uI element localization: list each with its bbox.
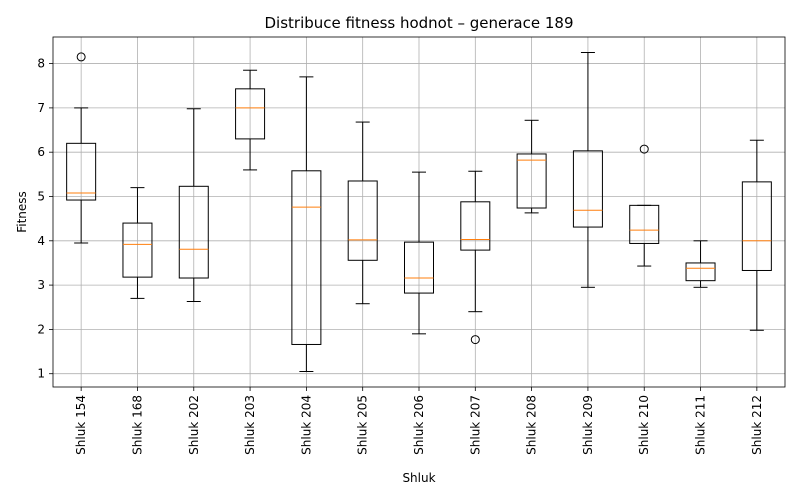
outlier-point bbox=[76, 52, 86, 62]
box bbox=[235, 88, 266, 140]
x-tick-label: Shluk 154 bbox=[74, 395, 88, 455]
box bbox=[629, 204, 660, 244]
y-tick-label: 3 bbox=[37, 278, 45, 292]
x-tick-label: Shluk 210 bbox=[637, 395, 651, 455]
x-tick-label: Shluk 209 bbox=[581, 395, 595, 455]
chart-title: Distribuce fitness hodnot – generace 189 bbox=[264, 14, 573, 32]
y-tick-label: 8 bbox=[37, 57, 45, 71]
box bbox=[291, 170, 322, 345]
x-tick-label: Shluk 207 bbox=[468, 395, 482, 455]
x-tick-label: Shluk 212 bbox=[750, 395, 764, 455]
box bbox=[178, 185, 209, 279]
box-layer bbox=[66, 52, 772, 372]
y-tick-label: 5 bbox=[37, 189, 45, 203]
box bbox=[516, 153, 547, 209]
x-tick-label: Shluk 203 bbox=[243, 395, 257, 455]
box-group bbox=[122, 187, 153, 299]
y-tick-label: 1 bbox=[37, 367, 45, 381]
y-tick-label: 4 bbox=[37, 234, 45, 248]
box bbox=[347, 180, 378, 261]
x-tick-label: Shluk 204 bbox=[299, 395, 313, 455]
box-group bbox=[572, 52, 603, 288]
box bbox=[122, 222, 153, 278]
y-axis-label: Fitness bbox=[15, 191, 29, 233]
box-group bbox=[404, 171, 434, 335]
box bbox=[741, 181, 772, 271]
box-group bbox=[629, 144, 660, 267]
box-group bbox=[178, 108, 209, 302]
box-group bbox=[347, 121, 378, 305]
box-group bbox=[235, 69, 266, 171]
box-group bbox=[741, 139, 772, 331]
x-tick-label: Shluk 208 bbox=[525, 395, 539, 455]
box-group bbox=[685, 240, 716, 288]
box-group bbox=[516, 119, 547, 214]
box-group bbox=[66, 52, 97, 244]
box bbox=[66, 142, 97, 201]
x-tick-label: Shluk 168 bbox=[130, 395, 144, 455]
box bbox=[685, 262, 716, 282]
y-axis-ticks: 1 2 3 4 5 6 7 8 bbox=[37, 57, 53, 381]
box bbox=[460, 201, 491, 251]
y-tick-label: 2 bbox=[37, 322, 45, 336]
box bbox=[572, 150, 603, 228]
x-tick-label: Shluk 211 bbox=[694, 395, 708, 455]
x-axis-ticks: Shluk 154 Shluk 168 Shluk 202 Shluk 203 Shlu… bbox=[74, 387, 764, 455]
x-tick-label: Shluk 202 bbox=[187, 395, 201, 455]
box-group bbox=[460, 170, 491, 345]
y-tick-label: 6 bbox=[37, 145, 45, 159]
outlier-point bbox=[470, 335, 480, 345]
box-group bbox=[291, 76, 322, 372]
x-axis-label: Shluk bbox=[402, 471, 435, 485]
x-tick-label: Shluk 205 bbox=[356, 395, 370, 455]
x-tick-label: Shluk 206 bbox=[412, 395, 426, 455]
outlier-point bbox=[639, 144, 649, 154]
y-tick-label: 7 bbox=[37, 101, 45, 115]
box bbox=[404, 241, 434, 294]
